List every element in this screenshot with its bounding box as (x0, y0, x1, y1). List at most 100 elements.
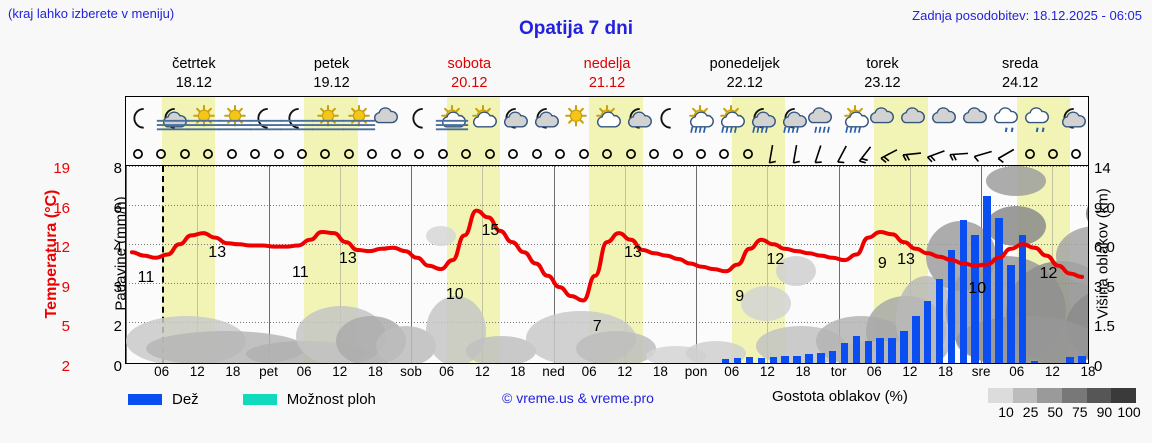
cloud-density-ramp (988, 388, 1137, 403)
moon-cloud-icon (529, 97, 560, 142)
wind-calm-icon (243, 142, 266, 165)
wind-calm-icon (196, 142, 219, 165)
cloud-rain-icon (808, 97, 840, 142)
gridline-vertical (838, 166, 840, 363)
gridline-vertical (339, 166, 341, 363)
day-column-2: sobota 20.12 (400, 55, 538, 95)
precipitation-bar (864, 340, 872, 363)
wind-barb-icon (783, 142, 806, 165)
daylight-band (589, 142, 643, 165)
sun-cloud-rain-icon (716, 97, 747, 142)
day-name: ponedeljek (709, 56, 780, 72)
axis-tick: 5 (61, 318, 70, 336)
x-axis-tick: 12 (617, 364, 633, 379)
wind-barb-icon (760, 142, 783, 165)
wind-calm-icon (525, 142, 548, 165)
precipitation-bar (828, 350, 837, 363)
gridline-horizontal (126, 244, 1088, 245)
precipitation-bar (1066, 356, 1074, 363)
wind-calm-icon (642, 142, 665, 165)
precipitation-bar (805, 354, 813, 363)
day-header: četrtek 18.12 petek 19.12 sobota 20.12 nedelja… (125, 55, 1089, 95)
moon-cloud-fog-icon (156, 97, 189, 142)
x-axis-tick: pet (259, 364, 278, 379)
axis-tick: 3.5 (1094, 278, 1115, 296)
wind-barb-icon (924, 142, 947, 165)
showers-legend-swatch (242, 393, 277, 405)
sun-fog-icon (311, 97, 344, 142)
temperature-value-label: 9 (735, 288, 745, 306)
axis-tick: 4 (113, 239, 122, 257)
cloud-density-ramp-step (1086, 388, 1112, 403)
cloud-drizzle-icon (1025, 97, 1057, 142)
wind-calm-icon (666, 142, 689, 165)
x-axis-tick: 12 (189, 364, 205, 379)
moon-fog-icon (249, 97, 282, 142)
wind-calm-icon (1041, 142, 1064, 165)
weather-icon-strip (126, 97, 1088, 142)
x-axis-tick: 18 (510, 364, 526, 379)
x-axis-tick: 12 (1044, 364, 1060, 379)
precipitation-bar (793, 355, 801, 363)
precipitation-axis-ticks: 8 6 4 3 2 0 (100, 160, 122, 375)
temperature-axis-ticks: 19 16 12 9 5 2 (36, 160, 70, 375)
sun-cloud-fog-icon (435, 97, 468, 142)
rain-legend-label: Dež (172, 390, 199, 408)
daylight-band (446, 142, 501, 165)
wind-calm-icon (595, 142, 618, 165)
wind-calm-icon (502, 142, 525, 165)
wind-calm-icon (173, 142, 196, 165)
sun-cloud-icon (591, 97, 622, 142)
x-axis-tick: 06 (439, 364, 455, 379)
cloud-density-ramp-ticks: 10 25 50 75 90 100 (976, 404, 1144, 422)
sun-icon (560, 97, 591, 142)
wind-calm-icon (1018, 142, 1041, 165)
day-date: 20.12 (451, 75, 488, 91)
wind-calm-icon (548, 142, 571, 165)
temperature-value-label: 13 (897, 251, 915, 269)
gridline-vertical (197, 166, 199, 363)
x-axis-tick: 18 (1080, 364, 1096, 379)
menu-hint: (kraj lahko izberete v meniju) (8, 6, 175, 21)
precipitation-bar (995, 217, 1003, 363)
sun-cloud-icon (467, 97, 498, 142)
wind-barb-icon (994, 142, 1017, 165)
day-date: 19.12 (313, 75, 350, 91)
axis-tick: 0 (113, 358, 122, 375)
cloud-density-ramp-step (1062, 388, 1087, 403)
sun-fog-icon (342, 97, 375, 142)
axis-tick: 8 (113, 160, 122, 177)
day-date: 23.12 (864, 75, 901, 91)
temperature-value-label: 9 (877, 254, 887, 272)
moon-icon (126, 97, 157, 142)
wind-calm-icon (314, 142, 337, 165)
day-name: torek (866, 56, 899, 72)
precipitation-bar (900, 331, 908, 363)
wind-calm-icon (572, 142, 595, 165)
wind-calm-icon (478, 142, 501, 165)
day-column-1: petek 19.12 (263, 55, 401, 95)
moon-icon (405, 97, 436, 142)
sun-cloud-rain-icon (840, 97, 871, 142)
moon-cloud-icon (498, 97, 529, 142)
precipitation-bar (947, 249, 956, 363)
precipitation-bar (745, 356, 754, 363)
precipitation-bar (983, 195, 991, 363)
precipitation-bar (733, 358, 742, 363)
precipitation-bar (1018, 234, 1027, 363)
axis-tick: 2 (61, 358, 70, 375)
x-axis-tick: 06 (724, 364, 740, 379)
precipitation-bar (923, 301, 932, 363)
wind-calm-icon (149, 142, 172, 165)
moon-cloud-rain-icon (747, 97, 778, 142)
day-name: petek (313, 56, 350, 72)
x-axis-tick: 12 (332, 364, 348, 379)
cloud-density-legend: Gostota oblakov (%) 10 25 50 75 90 100 (764, 386, 1144, 432)
temperature-value-label: 11 (292, 263, 309, 281)
chart-graph-area: 11131113101571391291310129 (126, 166, 1088, 363)
sun-cloud-rain-icon (685, 97, 716, 142)
wind-calm-icon (1065, 142, 1088, 165)
wind-barb-icon (900, 142, 923, 165)
cloud-density-tick: 10 (998, 404, 1014, 420)
gridline-horizontal (126, 205, 1088, 206)
